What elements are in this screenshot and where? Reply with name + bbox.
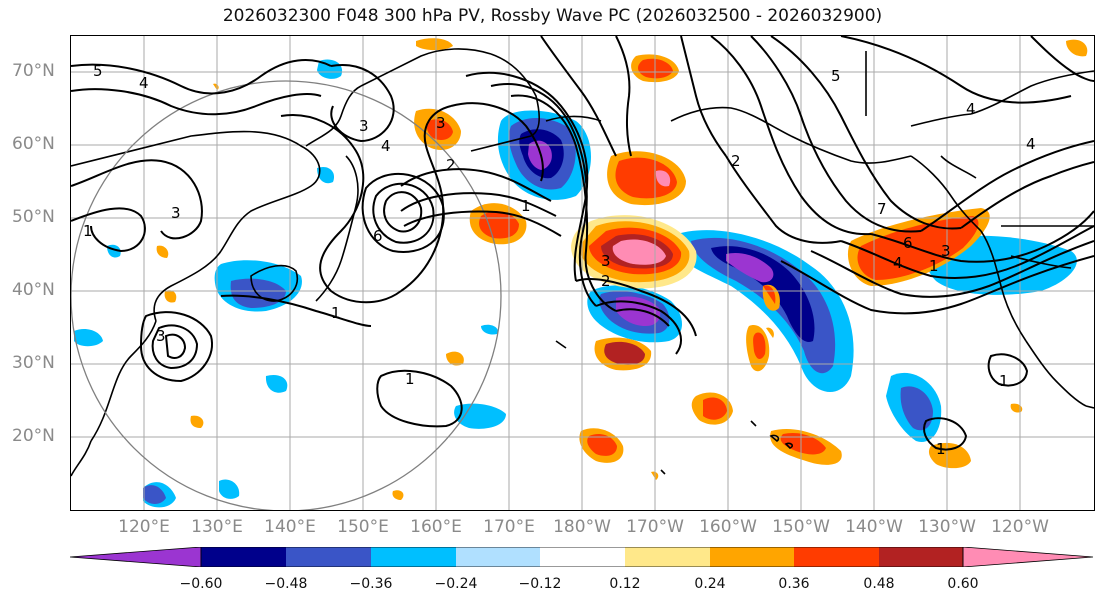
contour-label: 6 [373, 227, 383, 245]
contour-label-group: 5 4 4 3 3 6 7 5 4 4 3 3 2 1 1 1 1 1 6 3 … [83, 62, 1036, 458]
contour-label: 1 [83, 222, 93, 240]
contour-label: 2 [601, 272, 611, 290]
colorbar-segment [286, 547, 371, 567]
radius-circle [71, 80, 502, 510]
contour-label: 3 [436, 114, 446, 132]
pv-contours [71, 36, 1094, 451]
contour-label: 1 [999, 372, 1009, 390]
colorbar-tick: 0.60 [947, 576, 979, 592]
colorbar-segment [201, 547, 286, 567]
lon-label: 160°E [410, 517, 462, 537]
lon-label: 170°E [483, 517, 535, 537]
colorbar-max-extension [962, 547, 1094, 567]
lon-label: 170°W [626, 517, 684, 537]
colorbar-tick: −0.12 [518, 576, 562, 592]
lat-label: 70°N [12, 61, 55, 81]
lon-label: 150°W [772, 517, 830, 537]
contour-label: 4 [966, 100, 976, 118]
lon-label: 120°W [991, 517, 1049, 537]
contour-label: 3 [156, 327, 166, 345]
colorbar-tick: −0.48 [264, 576, 308, 592]
contour-label: 4 [139, 74, 149, 92]
lon-label: 130°W [918, 517, 976, 537]
colorbar-tick: 0.36 [778, 576, 810, 592]
contour-label: 6 [903, 234, 913, 252]
colorbar-tick: 0.24 [694, 576, 726, 592]
contour-label: 1 [929, 257, 939, 275]
contour-label: 5 [93, 62, 103, 80]
contour-label: 4 [381, 137, 391, 155]
contour-label: 4 [1026, 135, 1036, 153]
colorbar-min-extension [70, 547, 202, 567]
colorbar-segment [540, 547, 625, 567]
lon-label: 120°E [118, 517, 170, 537]
lat-label: 30°N [12, 353, 55, 373]
contour-label: 1 [936, 440, 946, 458]
lat-label: 50°N [12, 207, 55, 227]
colorbar-segment [879, 547, 963, 567]
colorbar-outline [200, 547, 964, 567]
colorbar-segment [794, 547, 879, 567]
colorbar-tick: −0.36 [349, 576, 393, 592]
contour-label: 4 [893, 254, 903, 272]
contour-label: 7 [877, 200, 887, 218]
contour-label: 1 [521, 197, 531, 215]
lon-label: 140°E [264, 517, 316, 537]
lon-label: 150°E [337, 517, 389, 537]
lat-label: 60°N [12, 134, 55, 154]
map-title: 2026032300 F048 300 hPa PV, Rossby Wave … [222, 6, 883, 26]
lon-label: 140°W [845, 517, 903, 537]
contour-label: 1 [405, 370, 415, 388]
colorbar-segment [625, 547, 710, 567]
map-panel: 5 4 4 3 3 6 7 5 4 4 3 3 2 1 1 1 1 1 6 3 … [71, 36, 1094, 510]
contour-label: 2 [446, 156, 456, 174]
lat-label: 40°N [12, 280, 55, 300]
colorbar-segment [456, 547, 540, 567]
lon-label: 180°W [553, 517, 611, 537]
lat-label: 20°N [12, 426, 55, 446]
contour-label: 5 [831, 67, 841, 85]
map-plot: 5 4 4 3 3 6 7 5 4 4 3 3 2 1 1 1 1 1 6 3 … [71, 36, 1094, 510]
colorbar-tick: 0.12 [609, 576, 641, 592]
contour-label: 3 [171, 204, 181, 222]
colorbar-segment [371, 547, 456, 567]
colorbar-tick: −0.60 [179, 576, 223, 592]
contour-label: 3 [941, 242, 951, 260]
colorbar-tick: 0.48 [863, 576, 895, 592]
contour-label: 3 [601, 252, 611, 270]
colorbar [70, 547, 1094, 567]
contour-label: 2 [731, 152, 741, 170]
lon-label: 160°W [699, 517, 757, 537]
contour-label: 1 [331, 304, 341, 322]
lon-label: 130°E [191, 517, 243, 537]
colorbar-tick: −0.24 [434, 576, 478, 592]
colorbar-segment [710, 547, 794, 567]
contour-label: 3 [359, 117, 369, 135]
